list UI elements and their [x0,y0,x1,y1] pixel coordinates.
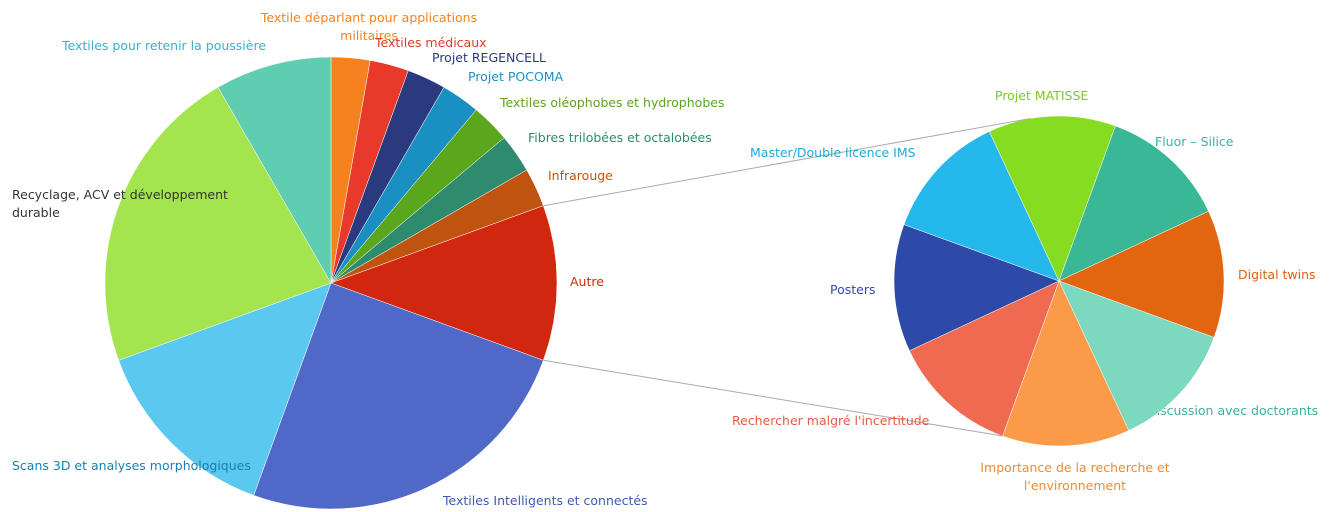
pie-slice [1058,125,1209,282]
slice-label: Textiles Intelligents et connectés [443,493,648,508]
slice-label: Importance de la recherche et l'environn… [980,460,1170,493]
slice-label: Projet MATISSE [995,88,1089,103]
slice-label: Master/Double licence IMS [750,145,916,160]
pie-slice [217,56,332,284]
slice-label: Textiles médicaux [375,35,487,50]
slice-label: Projet REGENCELL [432,50,546,65]
slice-label: Rechercher malgré l'incertitude [732,413,930,428]
pie-slice [893,224,1060,352]
connector-line [543,118,1031,207]
slice-label: Posters [830,282,876,297]
pie-slice [909,280,1060,437]
slice-label: Discussion avec doctorants [1147,403,1319,418]
slice-label: Scans 3D et analyses morphologiques [12,458,251,473]
pie-slice [253,282,544,510]
connector-line [543,359,1003,437]
pie-slice [118,282,332,496]
pie-slice [104,86,332,361]
slice-label: Textiles pour retenir la poussière [62,38,267,53]
slice-label: Projet POCOMA [468,69,564,84]
slice-label: Fluor – Silice [1155,134,1234,149]
pie-slice [903,131,1060,282]
slice-label: Infrarouge [548,168,613,183]
pie-slice [330,205,558,361]
slice-label: Digital twins [1238,267,1316,282]
slice-label: Recyclage, ACV et développement durable [12,187,228,220]
pie-slice [1058,280,1215,431]
slice-label: Fibres trilobées et octalobées [528,130,712,145]
slice-label: Textiles oléophobes et hydrophobes [500,95,725,110]
pie-slice [1058,210,1225,338]
slice-label: Textile déparlant pour applications mili… [260,10,478,43]
pie-slice [1002,280,1130,447]
pie-slice [988,115,1116,282]
slice-label: Autre [570,274,604,289]
